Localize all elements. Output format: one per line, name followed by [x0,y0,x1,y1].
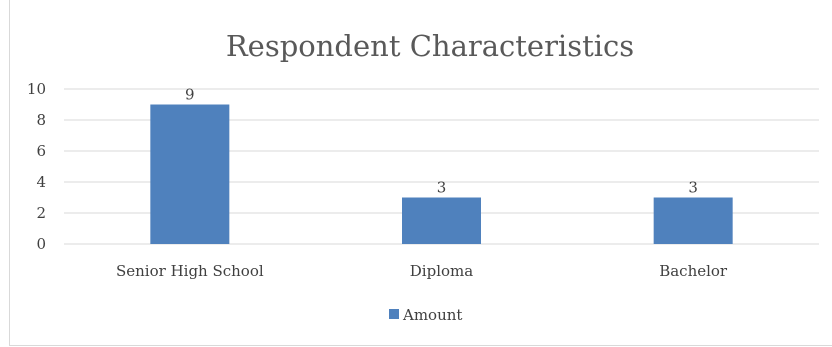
y-axis-ticks: 0 2 4 6 8 10 [27,80,46,253]
bar [402,197,481,244]
y-tick-label: 4 [36,173,46,191]
y-tick-label: 6 [36,142,46,160]
y-tick-label: 10 [27,80,46,98]
y-tick-label: 0 [36,235,46,253]
y-tick-label: 8 [36,111,46,129]
x-category-label: Senior High School [116,262,264,280]
legend-swatch-amount [389,309,399,319]
data-label: 9 [185,86,195,104]
bar [150,104,230,244]
x-category-label: Bachelor [659,262,728,280]
legend-label-amount: Amount [402,306,462,324]
data-label: 3 [688,179,698,197]
x-category-label: Diploma [410,262,473,280]
chart-frame [9,0,832,346]
legend: Amount [389,306,462,324]
y-tick-label: 2 [36,204,46,222]
bars [150,104,733,244]
data-label: 3 [437,179,447,197]
x-axis-categories: Senior High School Diploma Bachelor [116,262,728,280]
data-labels: 9 3 3 [185,86,698,197]
chart-title: Respondent Characteristics [226,29,634,63]
bar [653,197,733,244]
